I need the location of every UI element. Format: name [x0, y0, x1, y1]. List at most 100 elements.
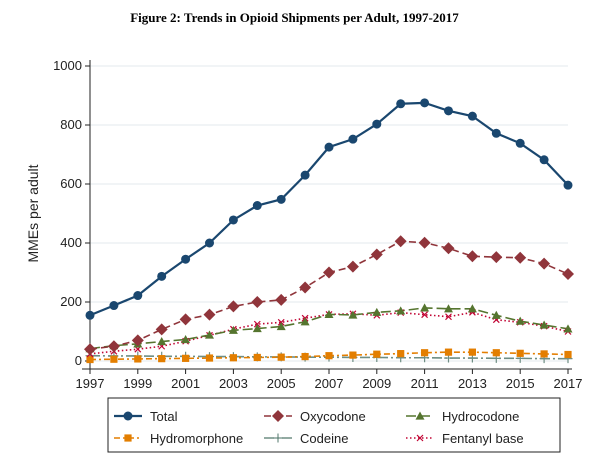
- data-point-oxycodone: [538, 257, 551, 270]
- data-point-total: [205, 238, 214, 248]
- legend: Total Oxycodone Hydrocodone Hydromorphone Co…: [107, 397, 561, 453]
- data-point-oxycodone: [131, 334, 144, 347]
- legend-label-oxycodone: Oxycodone: [300, 409, 366, 424]
- data-point-hydromorphone: [325, 352, 333, 360]
- data-point-total: [491, 128, 501, 138]
- data-point-hydromorphone: [373, 350, 381, 358]
- data-point-total: [324, 142, 334, 152]
- data-point-hydromorphone: [516, 349, 524, 357]
- data-point-hydromorphone: [182, 354, 190, 362]
- data-point-oxycodone: [466, 250, 479, 263]
- data-point-fentanyl-base: [421, 311, 429, 319]
- legend-box: [107, 397, 561, 453]
- chart-title: Figure 2: Trends in Opioid Shipments per…: [130, 10, 459, 25]
- data-point-hydrocodone: [491, 310, 501, 319]
- x-tick-label: 2005: [267, 376, 296, 391]
- data-point-oxycodone: [394, 235, 407, 248]
- y-tick-label: 0: [75, 353, 82, 368]
- data-point-hydromorphone: [444, 348, 453, 356]
- data-point-total: [133, 291, 143, 301]
- data-point-hydromorphone: [158, 355, 166, 363]
- legend-label-hydrocodone: Hydrocodone: [442, 409, 519, 424]
- y-axis-title: MMEs per adult: [25, 164, 41, 262]
- data-point-oxycodone: [346, 260, 359, 273]
- data-point-hydrocodone: [396, 306, 406, 315]
- data-point-hydromorphone: [229, 354, 237, 362]
- data-point-hydrocodone: [181, 334, 191, 344]
- data-point-hydrocodone: [300, 317, 310, 326]
- data-point-oxycodone: [84, 343, 96, 356]
- y-tick-label: 600: [60, 176, 82, 191]
- data-point-oxycodone: [442, 242, 455, 255]
- y-tick-label: 1000: [53, 58, 82, 73]
- data-point-hydromorphone: [349, 351, 357, 359]
- data-point-total: [276, 194, 286, 204]
- data-point-hydromorphone: [301, 352, 309, 361]
- data-point-oxycodone: [323, 266, 335, 279]
- data-point-total: [539, 155, 549, 165]
- data-point-hydromorphone: [540, 350, 548, 358]
- data-point-total: [181, 254, 191, 264]
- axes: [82, 60, 572, 374]
- data-point-hydrocodone: [444, 304, 453, 313]
- legend-marker-codeine: [273, 433, 283, 443]
- data-point-total: [252, 201, 262, 211]
- data-point-hydromorphone: [468, 348, 476, 356]
- tick-labels: 0 200 400 600 800 1000 1997 1999 2001 2003 2005 200…: [53, 58, 582, 391]
- data-point-total: [420, 98, 430, 108]
- data-point-total: [372, 119, 382, 129]
- data-point-oxycodone: [490, 251, 503, 264]
- data-point-oxycodone: [562, 267, 574, 280]
- data-point-hydrocodone: [467, 304, 477, 313]
- data-point-hydromorphone: [110, 355, 118, 363]
- data-point-hydrocodone: [205, 330, 214, 339]
- data-point-hydrocodone: [515, 316, 525, 325]
- x-tick-label: 2017: [554, 376, 583, 391]
- data-point-oxycodone: [370, 248, 383, 261]
- data-point-hydromorphone: [421, 349, 429, 357]
- data-point-hydromorphone: [564, 350, 572, 359]
- data-point-oxycodone: [299, 281, 312, 294]
- data-point-oxycodone: [514, 251, 527, 264]
- data-point-hydrocodone: [228, 325, 238, 334]
- y-tick-label: 200: [60, 294, 82, 309]
- data-point-hydrocodone: [157, 337, 167, 346]
- legend-marker-hydrocodone: [415, 411, 425, 420]
- series-line-fentanyl-base: [89, 311, 569, 355]
- data-point-hydromorphone: [492, 349, 500, 357]
- data-point-total: [300, 170, 310, 180]
- data-point-oxycodone: [275, 293, 288, 306]
- legend-label-fentanyl-base: Fentanyl base: [442, 431, 524, 446]
- data-point-oxycodone: [179, 313, 192, 326]
- data-point-oxycodone: [251, 296, 264, 308]
- y-tick-label: 800: [60, 117, 82, 132]
- x-tick-label: 2003: [219, 376, 248, 391]
- legend-label-codeine: Codeine: [300, 431, 348, 446]
- legend-marker-oxycodone: [272, 410, 284, 422]
- data-point-total: [396, 99, 406, 109]
- data-point-hydromorphone: [134, 355, 142, 363]
- data-point-hydromorphone: [397, 350, 405, 358]
- data-point-total: [467, 111, 477, 121]
- data-point-total: [348, 134, 358, 144]
- x-tick-label: 2001: [171, 376, 200, 391]
- data-point-hydrocodone: [348, 310, 358, 319]
- data-point-hydrocodone: [252, 324, 262, 333]
- data-point-oxycodone: [155, 323, 168, 336]
- legend-marker-hydromorphone: [124, 434, 132, 442]
- x-tick-label: 1999: [123, 376, 152, 391]
- legend-marker-fentanyl-base: [416, 434, 424, 442]
- data-point-total: [157, 271, 167, 281]
- data-point-hydromorphone: [205, 354, 214, 362]
- legend-marker-total: [123, 411, 133, 421]
- data-point-hydromorphone: [86, 355, 94, 364]
- data-point-total: [228, 215, 238, 225]
- x-tick-label: 2013: [458, 376, 487, 391]
- series-lines: [89, 101, 569, 361]
- data-point-total: [515, 138, 525, 148]
- legend-label-hydromorphone: Hydromorphone: [150, 431, 243, 446]
- data-point-hydromorphone: [277, 353, 285, 361]
- data-point-hydromorphone: [253, 353, 261, 362]
- data-point-hydrocodone: [563, 324, 573, 333]
